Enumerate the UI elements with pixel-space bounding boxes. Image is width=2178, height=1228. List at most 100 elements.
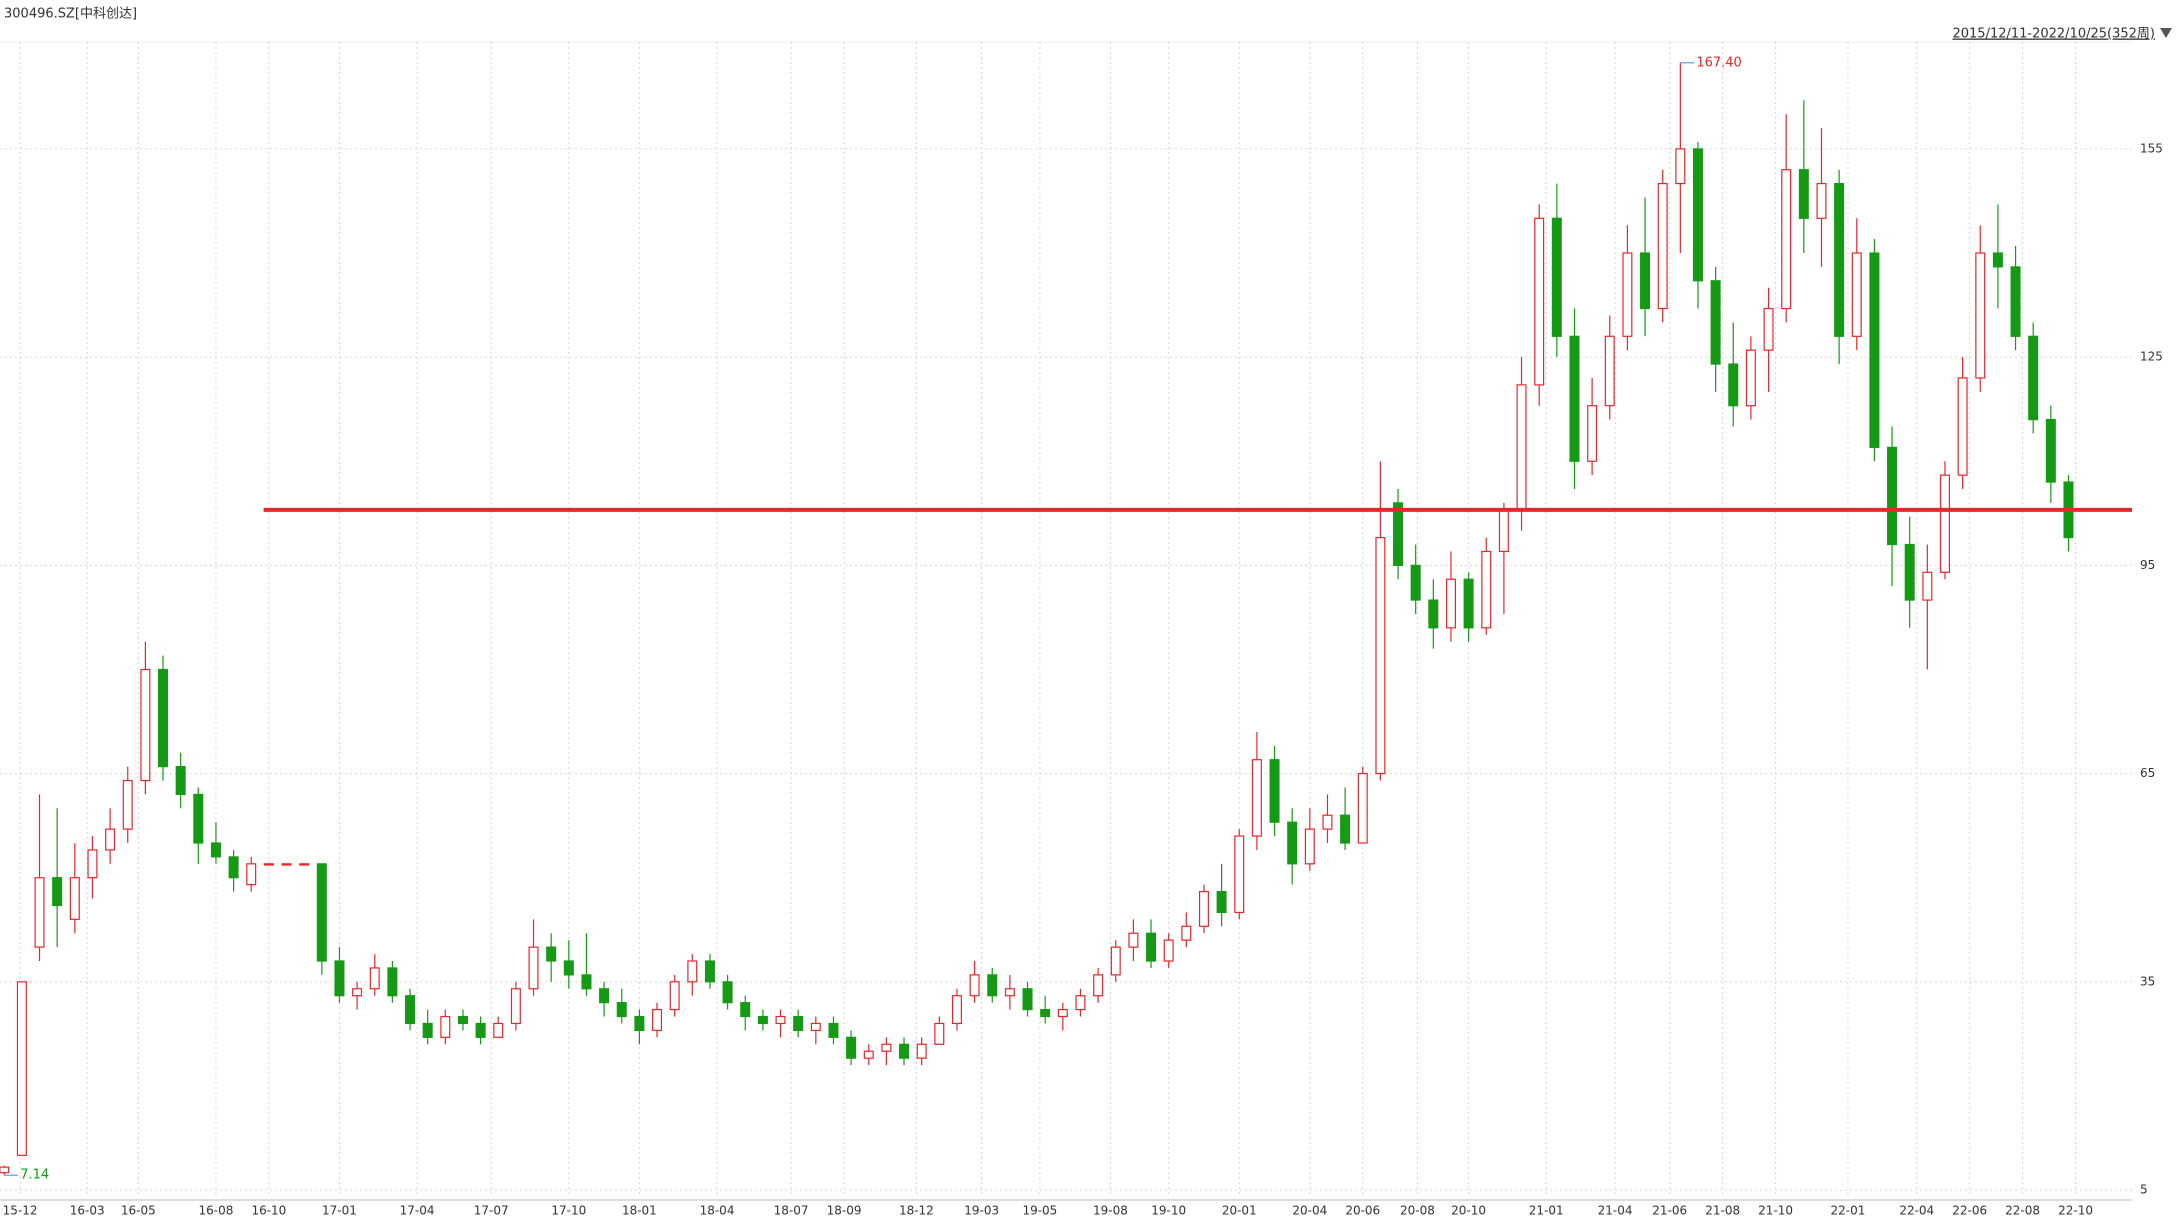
candle-body	[2010, 266, 2021, 337]
candle-body	[1375, 536, 1386, 775]
x-tick-label: 16-08	[199, 1204, 234, 1218]
candle-body	[246, 863, 257, 886]
candle-body	[1357, 772, 1368, 844]
x-tick-label: 21-08	[1705, 1204, 1740, 1218]
candle-body	[1304, 828, 1315, 865]
candle-body	[158, 668, 169, 768]
candle-body	[1075, 995, 1086, 1011]
x-tick-label: 22-01	[1831, 1204, 1866, 1218]
candle-body	[1692, 148, 1703, 282]
candle-body	[563, 960, 574, 976]
candle-body	[863, 1050, 874, 1059]
candle-body	[1728, 363, 1739, 407]
x-tick-label: 19-10	[1151, 1204, 1186, 1218]
candle-body	[228, 856, 239, 879]
y-tick-label: 155	[2140, 141, 2163, 155]
x-tick-label: 21-01	[1529, 1204, 1564, 1218]
candle-body	[1551, 217, 1562, 337]
candle-body	[599, 988, 610, 1004]
candle-body	[881, 1043, 892, 1052]
candle-body	[704, 960, 715, 983]
y-tick-label: 95	[2140, 558, 2155, 572]
y-tick-label: 65	[2140, 766, 2155, 780]
candle-body	[1834, 182, 1845, 337]
candle-body	[210, 842, 221, 858]
candle-body	[546, 946, 557, 962]
candle-body	[1657, 182, 1668, 310]
candle-body	[1975, 252, 1986, 379]
candle-body	[969, 974, 980, 997]
candle-body	[1587, 405, 1598, 462]
x-tick-label: 20-04	[1292, 1204, 1327, 1218]
candle-body	[1198, 890, 1209, 927]
candle-body	[1887, 446, 1898, 546]
candle-body	[616, 1002, 627, 1018]
candle-body	[1516, 384, 1527, 511]
candle-body	[634, 1015, 645, 1032]
candle-body	[1110, 946, 1121, 976]
x-tick-label: 18-09	[827, 1204, 862, 1218]
candle-body	[1234, 835, 1245, 914]
dropdown-arrow[interactable]	[2160, 28, 2172, 38]
candle-body	[69, 877, 80, 920]
x-tick-label: 18-04	[700, 1204, 735, 1218]
x-tick-label: 20-06	[1345, 1204, 1380, 1218]
candle-body	[1869, 252, 1880, 448]
candle-body	[34, 877, 45, 948]
candle-body	[87, 849, 98, 879]
x-tick-label: 22-04	[1899, 1204, 1934, 1218]
candle-body	[1992, 252, 2003, 268]
x-tick-label: 20-01	[1222, 1204, 1257, 1218]
candle-body	[987, 974, 998, 997]
candle-body	[1622, 252, 1633, 337]
candle-body	[1569, 335, 1580, 462]
candle-body	[775, 1015, 786, 1025]
candle-body	[457, 1015, 468, 1025]
x-tick-label: 22-10	[2058, 1204, 2093, 1218]
candle-body	[1057, 1008, 1068, 1018]
candle-body	[1851, 252, 1862, 337]
candle-body	[1798, 169, 1809, 219]
candle-body	[1181, 925, 1192, 941]
candle-body	[1939, 474, 1950, 573]
candle-body	[316, 863, 327, 962]
x-tick-label: 18-12	[899, 1204, 934, 1218]
candle-body	[1146, 932, 1157, 962]
candle-body	[1340, 814, 1351, 844]
max-label: 167.40	[1696, 55, 1742, 70]
candle-body	[1251, 759, 1262, 837]
candle-body	[1745, 349, 1756, 407]
candle-body	[16, 981, 27, 1156]
x-tick-label: 19-03	[964, 1204, 999, 1218]
x-tick-label: 17-07	[474, 1204, 509, 1218]
candle-body	[757, 1015, 768, 1025]
candle-body	[1781, 169, 1792, 310]
candle-body	[405, 995, 416, 1025]
candle-body	[1498, 509, 1509, 553]
candle-body	[193, 793, 204, 844]
x-tick-label: 15-12	[3, 1204, 38, 1218]
candle-body	[175, 766, 186, 796]
candle-body	[387, 967, 398, 997]
x-tick-label: 19-05	[1022, 1204, 1057, 1218]
candle-body	[1534, 217, 1545, 386]
candle-body	[1040, 1008, 1051, 1018]
candle-body	[1269, 759, 1280, 823]
x-tick-label: 19-08	[1093, 1204, 1128, 1218]
candle-body	[493, 1022, 504, 1038]
candle-body	[122, 779, 133, 830]
chart-title: 300496.SZ[中科创达]	[4, 7, 137, 22]
x-tick-label: 20-08	[1400, 1204, 1435, 1218]
x-tick-label: 18-01	[622, 1204, 657, 1218]
candle-body	[334, 960, 345, 997]
candle-body	[1393, 502, 1404, 566]
candle-body	[1763, 307, 1774, 351]
candle-body	[1922, 571, 1933, 601]
x-tick-label: 22-06	[1952, 1204, 1987, 1218]
range-selector[interactable]: 2015/12/11-2022/10/25(352周)	[1952, 27, 2155, 42]
candle-body	[1957, 377, 1968, 476]
y-tick-label: 35	[2140, 974, 2155, 988]
candle-body	[1710, 280, 1721, 365]
candle-body	[951, 995, 962, 1025]
